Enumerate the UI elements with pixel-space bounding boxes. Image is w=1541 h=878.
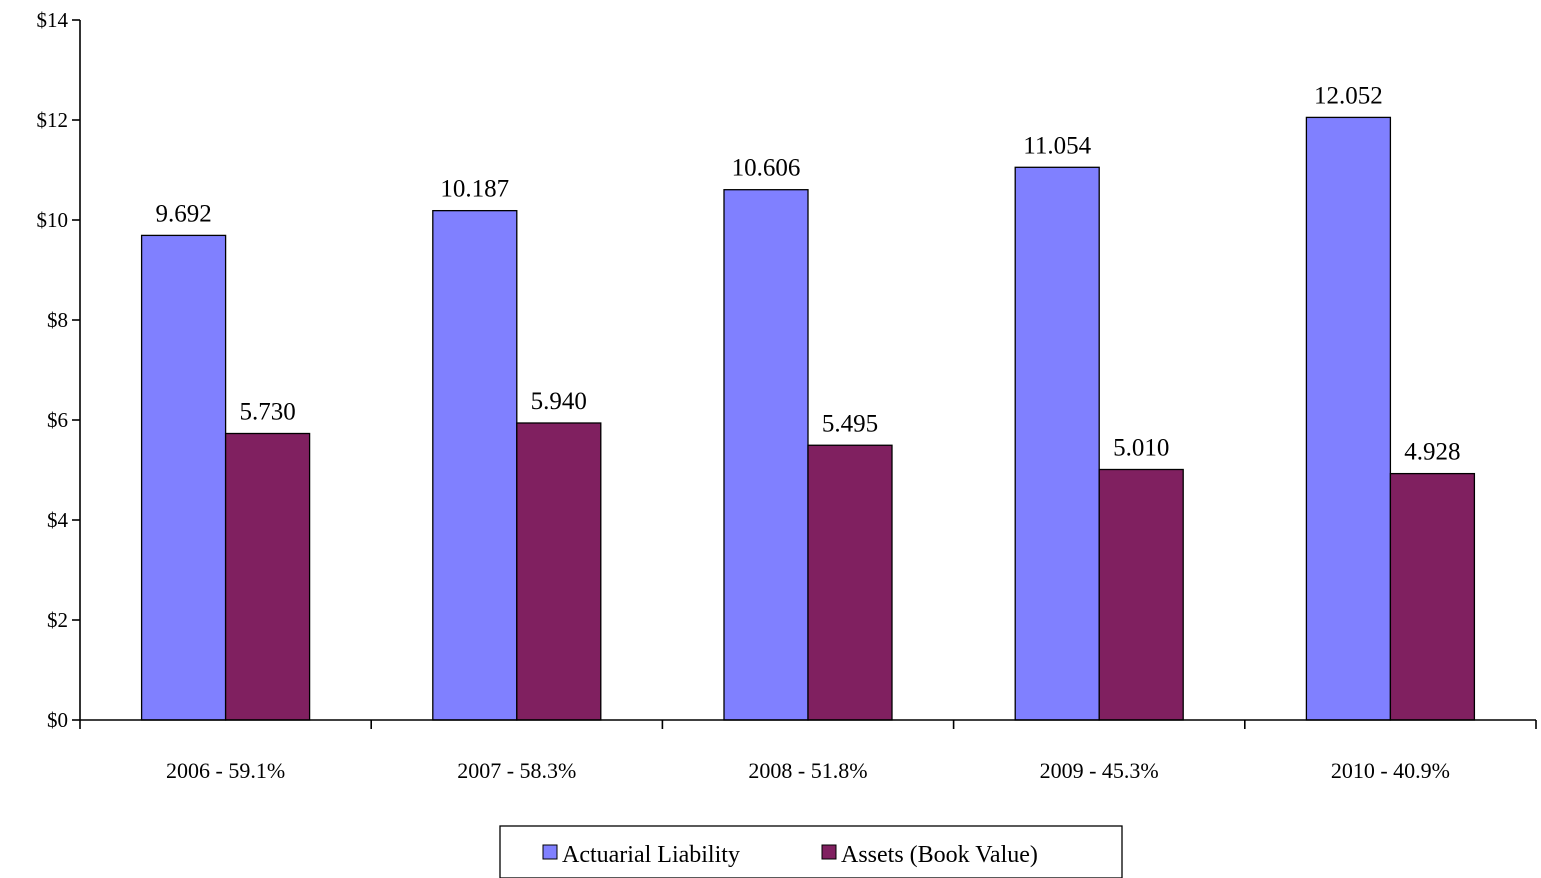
bar-assets-book-value	[1389, 472, 1476, 721]
y-tick-label: $12	[37, 108, 69, 132]
x-tick-label: 2009 - 45.3%	[1040, 758, 1159, 783]
bar-assets-book-value	[516, 422, 602, 721]
x-tick-label: 2010 - 40.9%	[1331, 758, 1450, 783]
data-label: 10.606	[732, 155, 801, 182]
data-label: 12.052	[1314, 82, 1383, 109]
axes-layer	[72, 19, 1537, 729]
y-tick-label: $6	[47, 408, 68, 432]
data-label: 4.928	[1404, 439, 1460, 466]
bar-actuarial-liability	[1014, 166, 1100, 721]
x-tick-label: 2008 - 51.8%	[748, 758, 867, 783]
bar-assets-book-value	[224, 432, 311, 721]
data-label: 5.940	[531, 388, 587, 415]
data-label: 11.054	[1023, 132, 1091, 159]
bar-assets-book-value	[807, 444, 893, 721]
y-tick-label: $4	[47, 508, 69, 532]
data-label: 5.730	[239, 399, 295, 426]
data-label: 10.187	[440, 176, 509, 203]
y-tick-label: $14	[37, 8, 69, 32]
data-label: 5.495	[822, 410, 878, 437]
legend-label: Actuarial Liability	[562, 842, 740, 868]
y-tick-label: $10	[37, 208, 69, 232]
legend: Actuarial Liability Assets (Book Value)	[499, 825, 1123, 878]
legend-box	[499, 825, 1123, 878]
x-tick-label: 2006 - 59.1%	[166, 758, 285, 783]
legend-swatch	[821, 844, 837, 860]
y-tick-label: $2	[47, 608, 68, 632]
y-tick-label: $0	[47, 708, 68, 732]
bars-layer	[140, 116, 1476, 721]
bar-actuarial-liability	[432, 209, 518, 721]
bar-assets-book-value	[1098, 468, 1184, 721]
bar-actuarial-liability	[723, 189, 809, 721]
legend-swatch	[542, 844, 558, 860]
bar-actuarial-liability	[140, 234, 227, 721]
data-label: 9.692	[155, 200, 211, 227]
legend-label: Assets (Book Value)	[841, 842, 1038, 868]
y-tick-label: $8	[47, 308, 68, 332]
labels-layer: 9.692 5.730 2006 - 59.1% 10.187 5.940 2007 - …	[37, 8, 1461, 783]
bar-actuarial-liability	[1305, 116, 1392, 721]
data-label: 5.010	[1113, 435, 1169, 462]
x-tick-label: 2007 - 58.3%	[457, 758, 576, 783]
